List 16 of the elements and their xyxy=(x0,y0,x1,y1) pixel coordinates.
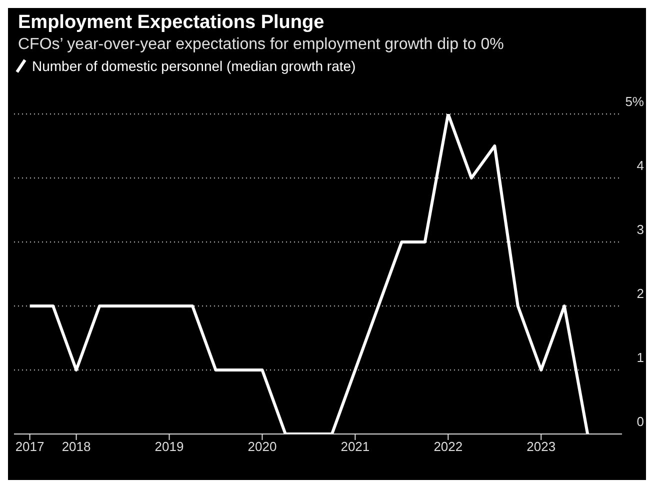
legend-label: Number of domestic personnel (median growth rate) xyxy=(32,58,356,74)
x-tick-label: 2018 xyxy=(62,439,91,454)
y-tick-label: 4 xyxy=(636,158,644,173)
x-tick-label: 2023 xyxy=(526,439,556,454)
x-tick-label: 2017 xyxy=(15,439,44,454)
chart-subtitle: CFOs’ year-over-year expectations for employment growth dip to 0% xyxy=(17,35,505,54)
x-tick-label: 2022 xyxy=(434,439,463,454)
y-tick-label: 1 xyxy=(636,350,644,365)
x-tick-label: 2020 xyxy=(248,439,277,454)
chart-title: Employment Expectations Plunge xyxy=(17,11,326,34)
y-tick-label: 5% xyxy=(625,94,644,109)
y-tick-label: 3 xyxy=(636,222,644,237)
y-tick-label: 2 xyxy=(636,286,644,301)
y-tick-label: 0 xyxy=(636,414,644,429)
x-tick-label: 2021 xyxy=(340,439,370,454)
x-tick-label: 2019 xyxy=(154,439,184,454)
